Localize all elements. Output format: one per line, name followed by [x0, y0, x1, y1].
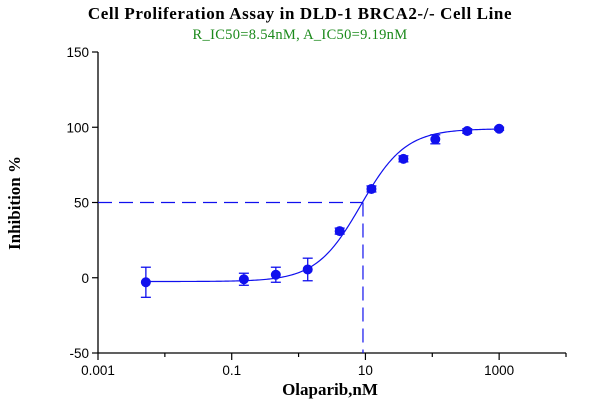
y-tick-label: 150 — [66, 45, 89, 60]
y-axis-title: Inhibition % — [5, 156, 24, 250]
y-tick-label: 0 — [81, 271, 89, 286]
data-point — [238, 274, 249, 285]
x-tick-label: 10 — [358, 363, 373, 378]
fit-curve — [145, 128, 500, 283]
data-point — [366, 183, 377, 194]
data-point — [302, 264, 313, 275]
chart-title: Cell Proliferation Assay in DLD-1 BRCA2-… — [88, 4, 512, 23]
data-point — [140, 277, 151, 288]
chart-subtitle: R_IC50=8.54nM, A_IC50=9.19nM — [193, 27, 408, 43]
data-point — [462, 126, 473, 137]
x-axis-title: Olaparib,nM — [282, 380, 378, 399]
y-tick-label: 100 — [66, 120, 89, 135]
data-point — [430, 134, 441, 145]
plot-area: -50 0 50 100 150 0.001 0.1 10 1000 — [66, 45, 567, 378]
x-tick-label: 0.001 — [81, 363, 115, 378]
data-point — [398, 153, 409, 164]
data-point — [494, 123, 505, 134]
y-tick-label: 50 — [74, 196, 89, 211]
data-point — [270, 269, 281, 280]
x-tick-label: 1000 — [484, 363, 514, 378]
x-tick-label: 0.1 — [222, 363, 241, 378]
data-point — [334, 226, 345, 237]
y-tick-label: -50 — [69, 346, 89, 361]
